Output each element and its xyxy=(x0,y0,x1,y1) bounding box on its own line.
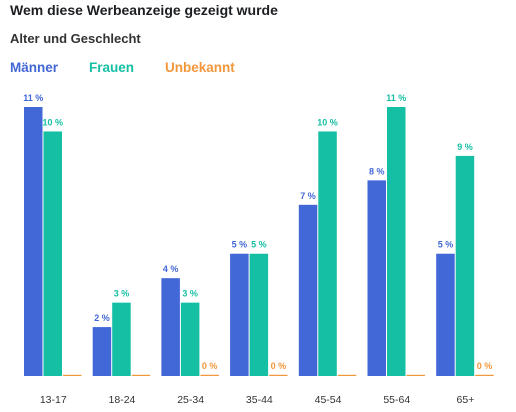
legend-item-unbekannt[interactable]: Unbekannt xyxy=(165,60,235,75)
x-tick-label-55-64: 55-64 xyxy=(383,394,410,406)
bar-männer-18-24[interactable] xyxy=(92,327,112,376)
bar-frauen-35-44[interactable] xyxy=(249,253,269,376)
bar-frauen-25-34[interactable] xyxy=(180,302,200,376)
x-tick-label-13-17: 13-17 xyxy=(40,394,67,406)
x-tick-label-35-44: 35-44 xyxy=(246,394,273,406)
bar-frauen-13-17[interactable] xyxy=(43,131,63,376)
data-label-frauen-25-34: 3 % xyxy=(182,289,198,299)
data-label-unbekannt-25-34: 0 % xyxy=(202,361,218,371)
data-label-männer-25-34: 4 % xyxy=(163,264,179,274)
data-label-unbekannt-35-44: 0 % xyxy=(271,361,287,371)
bar-männer-13-17[interactable] xyxy=(24,107,43,376)
legend-item-maenner[interactable]: Männer xyxy=(10,60,59,75)
bar-unbekannt-55-64[interactable] xyxy=(406,374,426,376)
chart-subtitle: Alter und Geschlecht xyxy=(10,31,141,46)
bar-unbekannt-45-54[interactable] xyxy=(337,374,357,376)
data-label-frauen-35-44: 5 % xyxy=(251,240,267,250)
bar-unbekannt-18-24[interactable] xyxy=(131,374,151,376)
data-label-frauen-13-17: 10 % xyxy=(42,117,63,127)
bar-männer-45-54[interactable] xyxy=(298,204,318,376)
bar-frauen-45-54[interactable] xyxy=(318,131,337,376)
data-label-männer-18-24: 2 % xyxy=(94,313,110,323)
data-label-frauen-65+: 9 % xyxy=(457,142,473,152)
data-label-männer-45-54: 7 % xyxy=(300,191,316,201)
data-label-frauen-55-64: 11 % xyxy=(386,93,406,103)
data-label-männer-35-44: 5 % xyxy=(232,240,248,250)
bar-männer-65+[interactable] xyxy=(436,253,455,376)
bar-unbekannt-65+[interactable] xyxy=(475,374,494,376)
bar-unbekannt-13-17[interactable] xyxy=(63,374,82,376)
data-label-männer-13-17: 11 % xyxy=(23,93,43,103)
x-tick-label-18-24: 18-24 xyxy=(109,394,136,406)
legend-item-frauen[interactable]: Frauen xyxy=(89,60,135,75)
data-label-frauen-18-24: 3 % xyxy=(114,289,130,299)
data-label-männer-55-64: 8 % xyxy=(369,166,385,176)
legend: Männer Frauen Unbekannt xyxy=(0,60,516,80)
bar-männer-55-64[interactable] xyxy=(367,180,387,376)
bar-frauen-55-64[interactable] xyxy=(387,107,406,376)
x-tick-label-25-34: 25-34 xyxy=(177,394,204,406)
x-tick-label-45-54: 45-54 xyxy=(315,394,342,406)
bar-männer-25-34[interactable] xyxy=(161,278,180,376)
bar-unbekannt-35-44[interactable] xyxy=(269,374,288,376)
data-label-frauen-45-54: 10 % xyxy=(317,117,338,127)
bar-frauen-65+[interactable] xyxy=(455,155,475,376)
data-label-männer-65+: 5 % xyxy=(438,240,454,250)
bar-unbekannt-25-34[interactable] xyxy=(200,374,219,376)
bar-frauen-18-24[interactable] xyxy=(112,302,131,376)
bar-männer-35-44[interactable] xyxy=(230,253,249,376)
chart-title: Wem diese Werbeanzeige gezeigt wurde xyxy=(10,2,278,18)
data-label-unbekannt-65+: 0 % xyxy=(477,361,493,371)
x-tick-label-65+: 65+ xyxy=(457,394,475,406)
